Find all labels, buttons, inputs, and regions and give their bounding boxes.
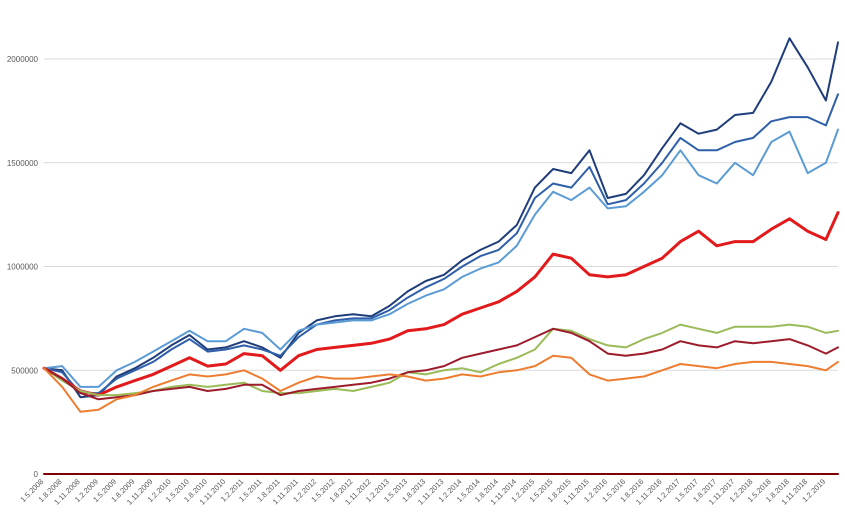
series-line-3 [43, 128, 839, 388]
y-axis-ticks: 0 500000 1000000 1500000 2000000 [7, 55, 39, 479]
y-tick-label: 0 [34, 470, 39, 479]
x-axis-ticks: 1.5.20081.8.20081.11.20081.2.20091.5.200… [18, 477, 827, 507]
series-line-2 [43, 93, 839, 395]
gridlines [44, 58, 838, 371]
y-tick-label: 1500000 [7, 159, 39, 168]
y-tick-label: 500000 [11, 366, 38, 375]
series-line-4 [42, 211, 840, 397]
series-line-1 [43, 37, 839, 399]
y-tick-label: 2000000 [7, 55, 39, 64]
y-tick-label: 1000000 [7, 263, 39, 272]
series-lines [42, 37, 840, 475]
series-line-5 [43, 323, 839, 397]
series-line-7 [43, 354, 839, 413]
series-line-6 [43, 327, 839, 401]
